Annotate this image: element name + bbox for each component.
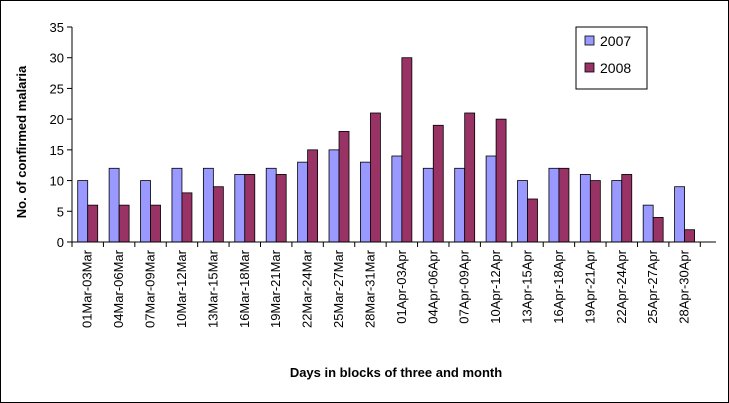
bar-2007-01Mar-03Mar <box>77 180 89 243</box>
x-tick-label: 28Apr-30Apr <box>677 249 692 323</box>
bar-2008-01Mar-03Mar <box>87 204 99 243</box>
legend-swatch-2008 <box>584 62 595 73</box>
bar-2008-07Mar-09Mar <box>150 204 161 243</box>
x-tick-label: 25Apr-27Apr <box>645 249 660 323</box>
bar-2008-28Apr-30Apr <box>684 229 695 243</box>
x-tick-label: 01Apr-03Apr <box>394 249 409 323</box>
x-tick-label: 16Mar-18Mar <box>237 249 252 328</box>
x-tick-label: 10Apr-12Apr <box>488 249 503 323</box>
y-tick-label: 0 <box>57 235 64 250</box>
bar-2008-01Apr-03Apr <box>401 57 413 243</box>
x-tick-label: 22Apr-24Apr <box>614 249 629 323</box>
x-tick-label: 13Apr-15Apr <box>520 249 535 323</box>
bar-2008-19Mar-21Mar <box>275 174 287 243</box>
bar-2008-25Mar-27Mar <box>338 131 350 243</box>
bar-2008-25Apr-27Apr <box>652 217 664 243</box>
bar-2007-10Apr-12Apr <box>485 155 497 243</box>
legend-label-2008: 2008 <box>600 60 631 76</box>
y-tick-label: 10 <box>50 174 64 189</box>
bar-2007-19Mar-21Mar <box>265 167 277 243</box>
bar-2007-04Apr-06Apr <box>422 167 434 243</box>
bar-2008-28Mar-31Mar <box>370 112 381 243</box>
x-tick-label: 13Mar-15Mar <box>205 249 220 328</box>
bar-2008-07Apr-09Apr <box>464 112 476 243</box>
bar-2008-10Apr-12Apr <box>495 118 507 243</box>
x-tick-label: 07Mar-09Mar <box>143 249 158 328</box>
x-tick-label: 07Apr-09Apr <box>457 249 472 323</box>
x-axis: 01Mar-03Mar 04Mar-06Mar 07Mar-09Mar 10Mar-1… <box>71 241 716 328</box>
bar-2007-16Mar-18Mar <box>234 174 246 243</box>
bar-2007-19Apr-21Apr <box>579 174 591 243</box>
bar-2007-13Mar-15Mar <box>202 167 214 243</box>
bar-2007-01Apr-03Apr <box>391 155 403 243</box>
x-tick-label: 19Mar-21Mar <box>268 249 283 328</box>
bar-2008-22Apr-24Apr <box>621 174 633 243</box>
bar-2007-07Apr-09Apr <box>454 167 466 243</box>
bar-2008-13Apr-15Apr <box>527 198 538 243</box>
legend-swatch-2007 <box>584 35 595 46</box>
legend-label-2007: 2007 <box>600 33 631 49</box>
bar-2007-07Mar-09Mar <box>140 180 151 243</box>
x-tick-label: 22Mar-24Mar <box>300 249 315 328</box>
bar-2007-28Apr-30Apr <box>674 186 685 243</box>
x-tick-label: 19Apr-21Apr <box>582 249 597 323</box>
bar-2008-22Mar-24Mar <box>307 149 319 243</box>
x-tick-label: 16Apr-18Apr <box>551 249 566 323</box>
bar-2007-22Apr-24Apr <box>611 180 623 243</box>
x-tick-label: 04Mar-06Mar <box>111 249 126 328</box>
bar-2007-22Mar-24Mar <box>297 161 309 243</box>
x-tick-label: 01Mar-03Mar <box>80 249 95 328</box>
x-tick-label: 28Mar-31Mar <box>362 249 377 328</box>
bar-2007-10Mar-12Mar <box>171 167 183 243</box>
bar-2008-04Mar-06Mar <box>118 204 130 243</box>
x-tick-label: 10Mar-12Mar <box>174 249 189 328</box>
bar-2007-25Mar-27Mar <box>328 149 340 243</box>
y-axis-title: No. of confirmed malaria <box>14 65 29 218</box>
bar-2007-13Apr-15Apr <box>517 180 528 243</box>
bar-2008-13Mar-15Mar <box>212 186 224 243</box>
bar-2007-04Mar-06Mar <box>108 167 120 243</box>
bar-2008-04Apr-06Apr <box>432 124 444 243</box>
bar-2008-16Apr-18Apr <box>558 167 570 243</box>
bar-2008-19Apr-21Apr <box>589 180 601 243</box>
x-tick-label: 25Mar-27Mar <box>331 249 346 328</box>
y-tick-label: 25 <box>50 81 64 96</box>
y-tick-label: 30 <box>50 51 64 66</box>
y-axis: 0 5 10 15 20 25 30 35 <box>50 20 73 250</box>
y-tick-label: 5 <box>57 204 64 219</box>
x-tick-label: 04Apr-06Apr <box>425 249 440 323</box>
bars <box>77 57 695 243</box>
legend: 2007 2008 <box>575 26 648 90</box>
bar-2007-28Mar-31Mar <box>360 161 371 243</box>
y-tick-label: 20 <box>50 112 64 127</box>
bar-2007-16Apr-18Apr <box>548 167 560 243</box>
x-axis-title: Days in blocks of three and month <box>290 365 502 380</box>
bar-2008-10Mar-12Mar <box>181 192 193 243</box>
y-tick-label: 35 <box>50 20 64 35</box>
bar-2007-25Apr-27Apr <box>642 204 654 243</box>
y-tick-label: 15 <box>50 143 64 158</box>
bar-2008-16Mar-18Mar <box>244 174 256 243</box>
